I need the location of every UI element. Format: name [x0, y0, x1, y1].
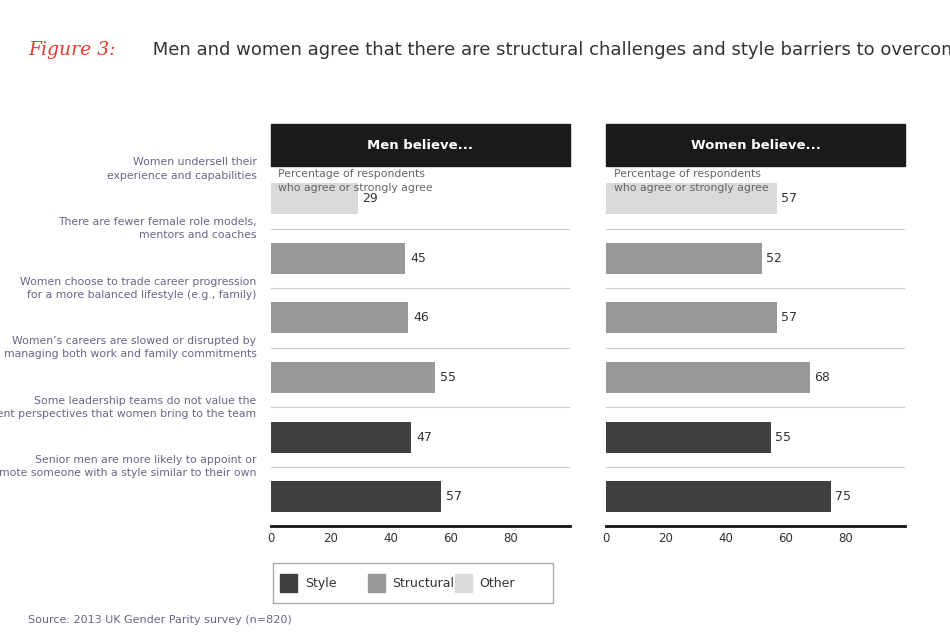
Text: Women choose to trade career progression
for a more balanced lifestyle (e.g., fa: Women choose to trade career progression… — [20, 276, 256, 300]
Text: Structural: Structural — [392, 577, 454, 590]
Text: 52: 52 — [767, 252, 782, 265]
Text: 45: 45 — [409, 252, 426, 265]
Text: There are fewer female role models,
mentors and coaches: There are fewer female role models, ment… — [58, 217, 256, 241]
Text: 47: 47 — [416, 431, 431, 443]
Text: 55: 55 — [440, 371, 456, 384]
Text: Men and women agree that there are structural challenges and style barriers to o: Men and women agree that there are struc… — [147, 41, 950, 59]
Text: 75: 75 — [835, 490, 851, 503]
Text: 57: 57 — [781, 192, 797, 205]
Bar — [606, 362, 809, 393]
Bar — [606, 302, 777, 334]
Text: Other: Other — [480, 577, 515, 590]
Bar — [606, 481, 830, 512]
Text: Percentage of respondents
who agree or strongly agree: Percentage of respondents who agree or s… — [614, 169, 769, 193]
Bar — [271, 422, 411, 452]
Bar — [271, 183, 357, 214]
Bar — [606, 243, 762, 274]
Bar — [271, 243, 406, 274]
Text: 46: 46 — [413, 311, 428, 325]
Bar — [606, 183, 777, 214]
Text: 29: 29 — [362, 192, 378, 205]
Text: Women undersell their
experience and capabilities: Women undersell their experience and cap… — [106, 158, 256, 181]
Text: 55: 55 — [775, 431, 791, 443]
Text: Women’s careers are slowed or disrupted by
managing both work and family commitm: Women’s careers are slowed or disrupted … — [4, 336, 256, 359]
Text: Percentage of respondents
who agree or strongly agree: Percentage of respondents who agree or s… — [278, 169, 433, 193]
Text: Some leadership teams do not value the
different perspectives that women bring t: Some leadership teams do not value the d… — [0, 396, 256, 419]
Bar — [271, 362, 435, 393]
Text: Source: 2013 UK Gender Parity survey (n=820): Source: 2013 UK Gender Parity survey (n=… — [28, 615, 293, 625]
Text: Figure 3:: Figure 3: — [28, 41, 116, 59]
Text: 57: 57 — [781, 311, 797, 325]
Text: 57: 57 — [446, 490, 462, 503]
Bar — [606, 422, 770, 452]
Text: Senior men are more likely to appoint or
promote someone with a style similar to: Senior men are more likely to appoint or… — [0, 455, 256, 478]
Bar — [271, 481, 442, 512]
Text: 68: 68 — [814, 371, 830, 384]
Text: Women believe...: Women believe... — [691, 138, 821, 152]
Bar — [271, 302, 408, 334]
Text: Men believe...: Men believe... — [368, 138, 473, 152]
Text: Style: Style — [305, 577, 336, 590]
